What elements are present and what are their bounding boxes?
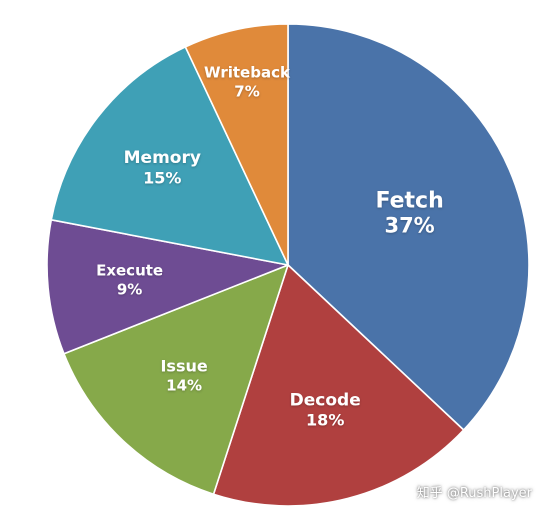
slice-percent-issue: 14%	[166, 377, 202, 395]
slice-label-decode: Decode	[290, 390, 361, 410]
slice-label-memory: Memory	[124, 148, 201, 168]
slice-percent-writeback: 7%	[234, 82, 259, 100]
pie-slices	[46, 23, 530, 507]
pie-slice-decode	[212, 264, 465, 507]
slice-percent-execute: 9%	[117, 281, 142, 299]
slice-percent-memory: 15%	[143, 168, 181, 187]
watermark-text: 知乎 @RushPlayer	[416, 486, 532, 501]
pie-slice-issue	[63, 264, 289, 495]
slice-percent-decode: 18%	[306, 411, 344, 430]
pie-slice-fetch	[287, 23, 530, 431]
slice-percent-fetch: 37%	[384, 214, 434, 238]
pie-slice-writeback	[184, 23, 289, 266]
slice-label-writeback: Writeback	[204, 63, 291, 81]
slice-label-execute: Execute	[96, 262, 163, 280]
pie-slice-memory	[50, 46, 289, 266]
slice-label-issue: Issue	[160, 357, 207, 376]
slice-label-fetch: Fetch	[375, 188, 443, 213]
pie-slice-execute	[46, 219, 289, 355]
